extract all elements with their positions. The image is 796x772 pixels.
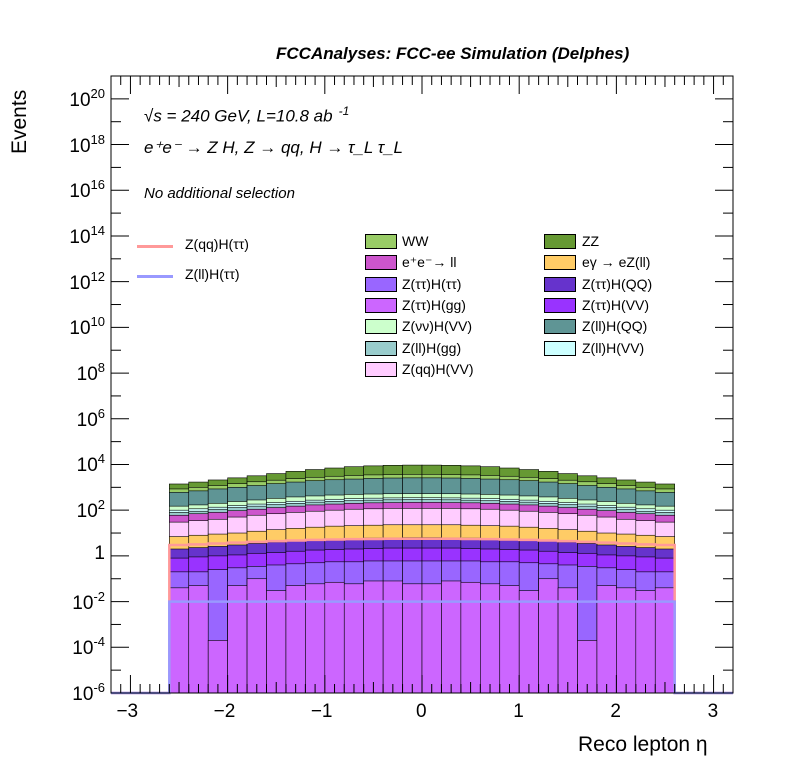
y-axis-label: Events	[8, 89, 31, 154]
legend-label: WW	[402, 233, 429, 249]
legend-swatch	[365, 297, 397, 313]
legend-swatch	[544, 234, 576, 249]
signal-lines	[111, 537, 733, 695]
legend-swatch	[365, 340, 397, 356]
legend-swatch	[544, 340, 576, 356]
x-tick-label: 0	[416, 701, 427, 722]
x-tick-label: 1	[513, 701, 524, 722]
legend-label: Z(ττ)H(VV)	[582, 296, 650, 313]
bar-Z(ττ)H(gg)-bin-4	[246, 578, 267, 694]
y-tick-label: 1012	[69, 268, 105, 294]
bar-Z(ττ)H(gg)-bin-12	[402, 583, 423, 694]
legend-label: Z(qq)H(VV)	[402, 360, 474, 377]
x-tick-label: −3	[116, 701, 139, 722]
bar-Z(ττ)H(gg)-bin-11	[382, 580, 403, 694]
y-tick-label: 1020	[69, 85, 105, 111]
bar-Z(ττ)H(gg)-bin-0	[169, 587, 190, 694]
axis-ticks	[110, 75, 734, 694]
bar-Z(ττ)H(gg)-bin-9	[343, 583, 364, 694]
legend-label: Z(ll)H(VV)	[582, 339, 645, 356]
legend-label: e⁺e⁻→ ll	[402, 254, 457, 271]
legend-swatch	[544, 276, 576, 292]
legend-line-label: Z(qq)H(ττ)	[185, 236, 249, 252]
bar-Z(ττ)H(gg)-bin-24	[635, 590, 656, 694]
process-annotation: e⁺e⁻ → Z H, Z → qq, H → τ_L τ_L	[144, 138, 403, 157]
bar-Z(ττ)H(gg)-bin-18	[518, 590, 539, 694]
bar-Z(ττ)H(gg)-bin-8	[324, 581, 345, 694]
y-tick-label: 1010	[69, 314, 105, 340]
bar-Z(ττ)H(gg)-bin-25	[654, 587, 675, 694]
x-tick-label: 3	[707, 701, 719, 722]
bar-Z(ττ)H(gg)-bin-16	[480, 583, 501, 694]
legend-line-swatch	[137, 275, 173, 278]
x-tick-label: −1	[310, 701, 333, 722]
legend-label: Z(ττ)H(gg)	[402, 296, 466, 313]
bar-Z(ττ)H(gg)-bin-14	[441, 580, 462, 694]
legend-swatch	[365, 276, 397, 292]
y-tick-label: 10-2	[72, 588, 105, 614]
legend-swatch	[365, 234, 397, 249]
legend-swatch	[365, 319, 397, 335]
legend-label: eγ → eZ(ll)	[582, 254, 651, 271]
bar-Z(ττ)H(gg)-bin-15	[460, 581, 481, 694]
y-tick-label: 104	[76, 451, 105, 477]
legend-line-swatch	[137, 245, 173, 248]
legend-label: Z(ττ)H(ττ)	[402, 275, 462, 292]
x-tick-label: −2	[213, 701, 236, 722]
signal-line-Z(qq)H(ττ)	[111, 537, 733, 695]
legend-swatch	[544, 319, 576, 335]
chart-title: FCCAnalyses: FCC-ee Simulation (Delphes)	[276, 44, 630, 63]
energy-annotation: √s = 240 GeV, L=10.8 ab -1	[144, 104, 350, 126]
bar-Z(ττ)H(gg)-bin-19	[538, 578, 559, 694]
selection-annotation: No additional selection	[144, 185, 295, 202]
legend-label: ZZ	[582, 233, 600, 249]
legend-line-label: Z(ll)H(ττ)	[185, 266, 240, 282]
y-tick-label: 1014	[69, 222, 105, 248]
y-tick-label: 10-4	[72, 634, 105, 660]
y-tick-label: 1016	[69, 177, 105, 203]
legend-label: Z(ll)H(QQ)	[582, 318, 648, 335]
legend-swatch	[544, 297, 576, 313]
bar-Z(ττ)H(gg)-bin-7	[305, 583, 326, 694]
y-tick-label: 102	[76, 497, 105, 523]
legend-label: Z(νν)H(VV)	[402, 318, 472, 335]
bar-Z(ττ)H(gg)-bin-20	[557, 587, 578, 694]
y-tick-label: 10-6	[72, 680, 105, 705]
signal-line-Z(ll)H(ττ)	[111, 600, 733, 695]
stacked-bars	[169, 464, 675, 694]
bar-Z(ττ)H(gg)-bin-5	[266, 590, 287, 694]
y-tick-label: 106	[76, 405, 105, 431]
y-tick-label: 1	[94, 542, 105, 564]
legend-label: Z(ll)H(gg)	[402, 339, 462, 356]
x-tick-label: 2	[610, 701, 621, 722]
bar-Z(ττ)H(gg)-bin-13	[421, 583, 442, 694]
y-tick-label: 108	[76, 360, 105, 386]
x-axis-label: Reco lepton η	[578, 733, 708, 756]
legend-swatch	[365, 255, 397, 271]
bar-Z(ττ)H(gg)-bin-10	[363, 580, 384, 694]
y-tick-label: 1018	[69, 131, 105, 157]
legend-swatch	[544, 255, 576, 271]
legend-swatch	[365, 361, 397, 377]
bar-Z(ττ)H(gg)-bin-23	[616, 587, 637, 694]
legend-label: Z(ττ)H(QQ)	[582, 275, 653, 292]
